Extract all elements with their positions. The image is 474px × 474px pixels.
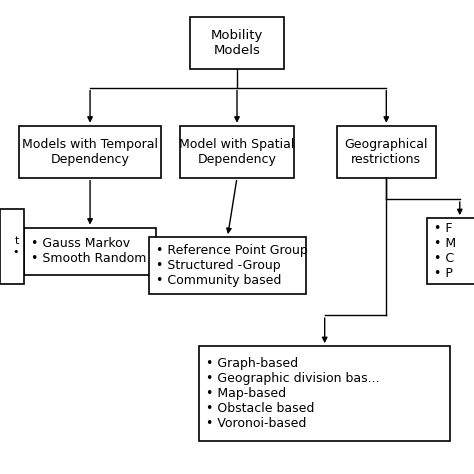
Text: Model with Spatial
Dependency: Model with Spatial Dependency [179,137,295,166]
Text: • Reference Point Group
• Structured -Group
• Community based: • Reference Point Group • Structured -Gr… [156,244,308,287]
Text: • Graph-based
• Geographic division bas...
• Map-based
• Obstacle based
• Vorono: • Graph-based • Geographic division bas.… [206,357,380,430]
FancyBboxPatch shape [190,17,284,69]
Text: Geographical
restrictions: Geographical restrictions [345,137,428,166]
FancyBboxPatch shape [0,209,24,284]
Text: Mobility
Models: Mobility Models [211,28,263,57]
FancyBboxPatch shape [180,126,294,178]
Text: • F
• M
• C
• P: • F • M • C • P [434,222,456,280]
FancyBboxPatch shape [199,346,450,441]
Text: t
•: t • [12,236,19,257]
FancyBboxPatch shape [337,126,436,178]
Text: Models with Temporal
Dependency: Models with Temporal Dependency [22,137,158,166]
FancyBboxPatch shape [24,228,156,275]
FancyBboxPatch shape [149,237,306,294]
FancyBboxPatch shape [427,218,474,284]
Text: • Gauss Markov
• Smooth Random: • Gauss Markov • Smooth Random [31,237,146,265]
FancyBboxPatch shape [19,126,161,178]
